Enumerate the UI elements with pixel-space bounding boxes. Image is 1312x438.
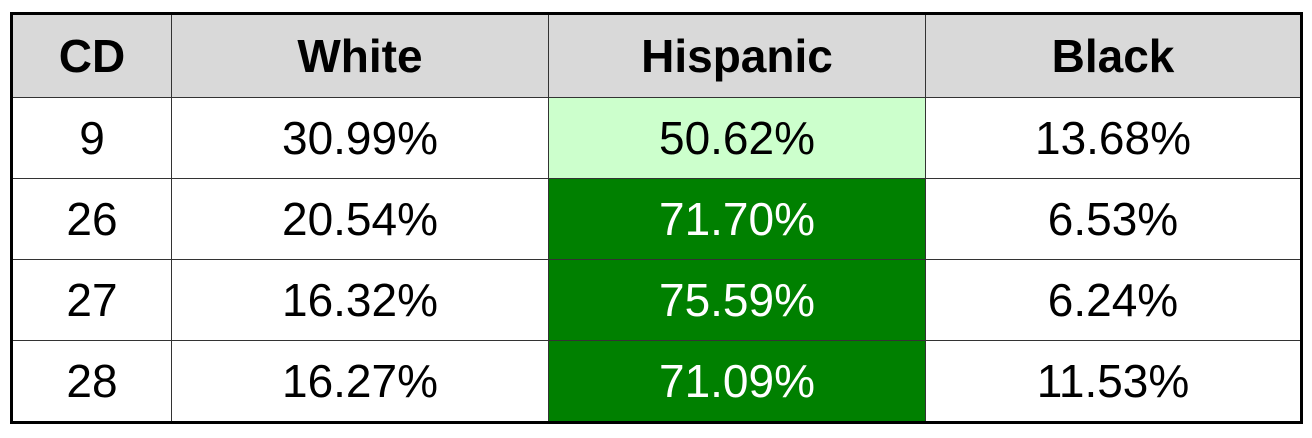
header-cell: Hispanic [548, 13, 926, 98]
header-cell: Black [925, 13, 1302, 98]
table-cell: 26 [11, 178, 172, 260]
header-cell: White [171, 13, 549, 98]
table-cell: 20.54% [171, 178, 549, 260]
table-cell: 27 [11, 259, 172, 341]
table-cell: 9 [11, 97, 172, 179]
table-cell: 50.62% [548, 97, 926, 179]
data-table: CD White Hispanic Black 9 30.99% 50.62% 13.68%… [10, 12, 1303, 424]
header-cell: CD [11, 13, 172, 98]
table-cell: 71.70% [548, 178, 926, 260]
table-cell: 30.99% [171, 97, 549, 179]
table-body: 9 30.99% 50.62% 13.68% 26 20.54% 71.70% 6.53% 27… [11, 97, 1302, 423]
table-cell: 6.24% [925, 259, 1302, 341]
table-row: 28 16.27% 71.09% 11.53% [11, 340, 1302, 423]
table-row: 26 20.54% 71.70% 6.53% [11, 178, 1302, 260]
table-cell: 28 [11, 340, 172, 423]
table-cell: 6.53% [925, 178, 1302, 260]
table-cell: 16.27% [171, 340, 549, 423]
header-row: CD White Hispanic Black [11, 13, 1302, 98]
table-row: 9 30.99% 50.62% 13.68% [11, 97, 1302, 179]
table-row: 27 16.32% 75.59% 6.24% [11, 259, 1302, 341]
table-cell: 13.68% [925, 97, 1302, 179]
table-cell: 75.59% [548, 259, 926, 341]
table-cell: 16.32% [171, 259, 549, 341]
table-cell: 71.09% [548, 340, 926, 423]
table-cell: 11.53% [925, 340, 1302, 423]
table-container: CD White Hispanic Black 9 30.99% 50.62% 13.68%… [10, 12, 1303, 424]
